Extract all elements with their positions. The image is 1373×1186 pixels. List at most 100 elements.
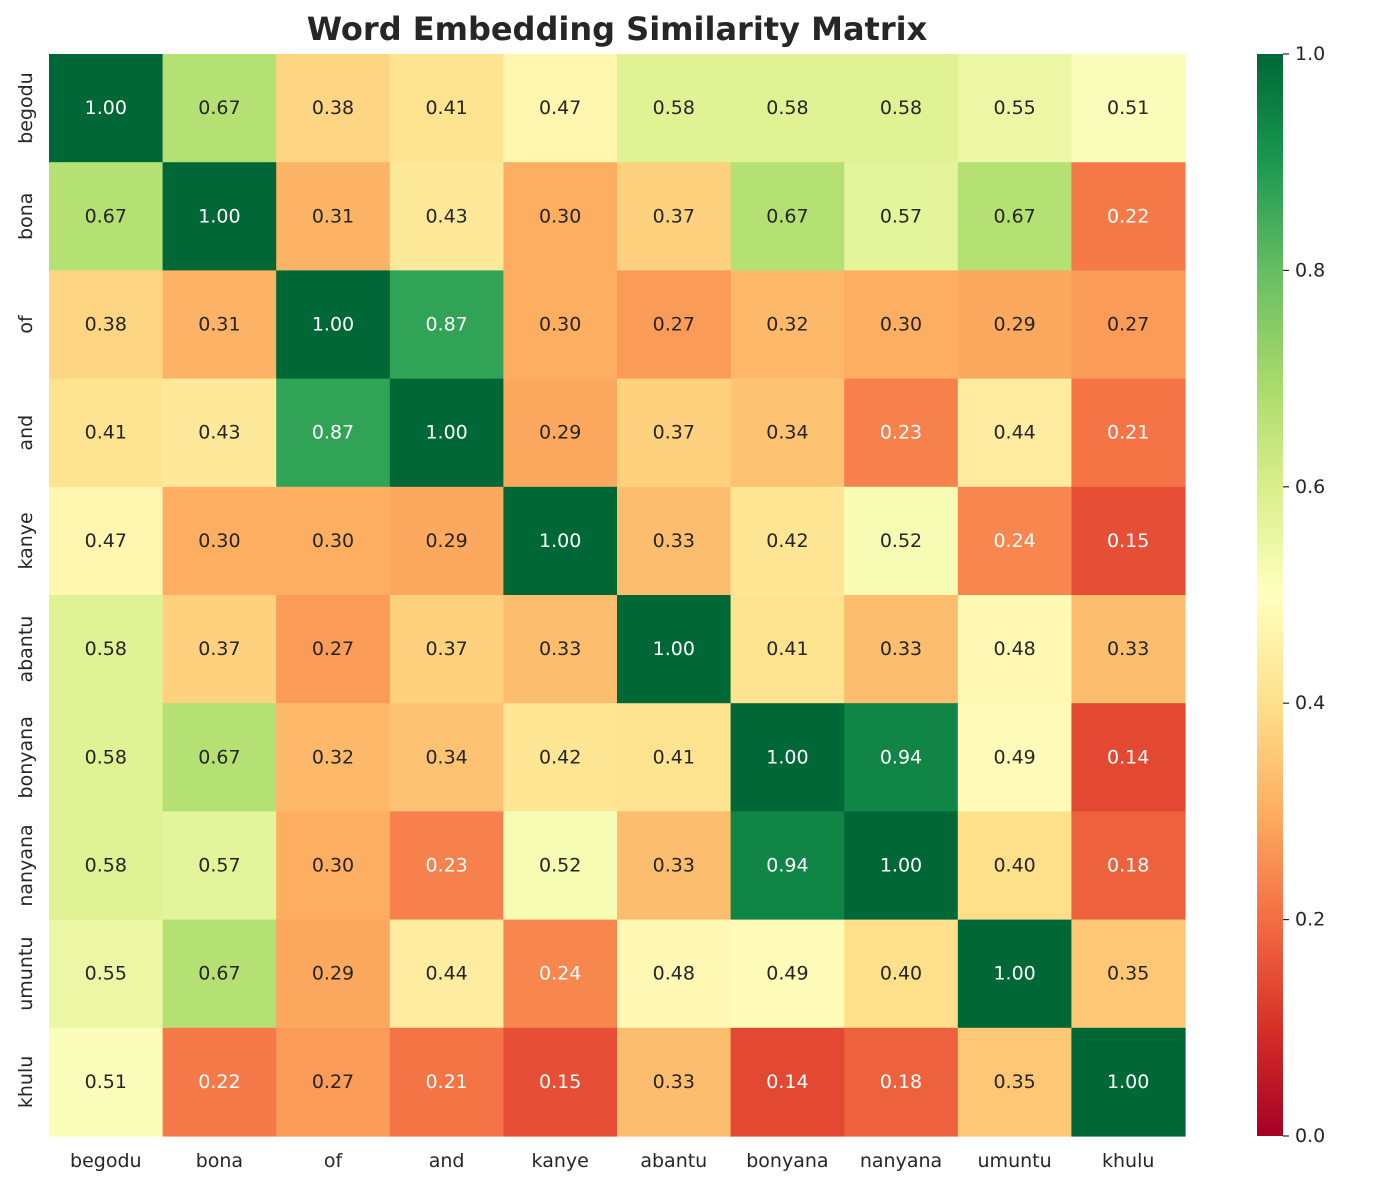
cell-value-label-of-of: 1.00: [312, 314, 354, 336]
cell-value-label-of-umuntu: 0.29: [993, 314, 1035, 336]
heatmap-cell-abantu-of: [276, 595, 391, 704]
cell-value-label-umuntu-abantu: 0.48: [653, 963, 695, 985]
chart-title: Word Embedding Similarity Matrix: [307, 10, 928, 48]
heatmap-cell-abantu-umuntu: [957, 595, 1072, 704]
heatmap-cell-kanye-kanye: [503, 486, 618, 596]
colorbar-tick-label-0.2: 0.2: [1295, 909, 1325, 931]
colorbar: 0.0 0.2 0.4 0.6 0.8 1.0: [1257, 43, 1325, 1147]
heatmap-cell-of-kanye: [503, 270, 618, 380]
cell-value-label-khulu-nanyana: 0.18: [880, 1071, 922, 1093]
x-tick-label-and: and: [429, 1150, 465, 1172]
cell-value-label-bonyana-begodu: 0.58: [85, 746, 127, 768]
heatmap-cell-umuntu-bona: [162, 919, 277, 1029]
cell-value-label-bona-begodu: 0.67: [85, 205, 127, 227]
heatmap-cell-of-umuntu: [957, 270, 1072, 380]
cell-value-label-bona-kanye: 0.30: [539, 205, 581, 227]
heatmap-cell-of-bona: [162, 270, 277, 380]
cell-value-label-khulu-bonyana: 0.14: [766, 1071, 808, 1093]
cell-value-label-of-and: 0.87: [425, 314, 467, 336]
heatmap-cell-bonyana-umuntu: [957, 703, 1072, 812]
heatmap-cell-and-abantu: [617, 378, 732, 488]
heatmap-cell-khulu-begodu: [49, 1027, 164, 1137]
heatmap-cell-bona-nanyana: [844, 162, 959, 271]
cell-value-label-begodu-of: 0.38: [312, 97, 354, 119]
cell-value-label-khulu-of: 0.27: [312, 1071, 354, 1093]
heatmap-cell-and-of: [276, 378, 391, 488]
cell-value-label-kanye-umuntu: 0.24: [993, 530, 1035, 552]
heatmap-cell-begodu-umuntu: [957, 54, 1072, 163]
cell-value-label-bonyana-umuntu: 0.49: [993, 746, 1035, 768]
x-tick-label-bonyana: bonyana: [746, 1150, 828, 1172]
heatmap-cell-nanyana-kanye: [503, 811, 618, 921]
cell-value-label-nanyana-nanyana: 1.00: [880, 855, 922, 877]
cell-value-label-kanye-kanye: 1.00: [539, 530, 581, 552]
heatmap-cell-of-bonyana: [730, 270, 845, 380]
cell-value-label-bona-nanyana: 0.57: [880, 205, 922, 227]
cell-value-label-khulu-bona: 0.22: [198, 1071, 240, 1093]
heatmap-cell-bona-abantu: [617, 162, 732, 271]
heatmap-cell-abantu-nanyana: [844, 595, 959, 704]
cell-value-label-bona-of: 0.31: [312, 205, 354, 227]
y-tick-label-and: and: [15, 415, 37, 451]
cell-value-label-begodu-begodu: 1.00: [85, 97, 127, 119]
cell-value-label-abantu-bona: 0.37: [198, 638, 240, 660]
cell-value-label-bonyana-bona: 0.67: [198, 746, 240, 768]
cell-value-label-nanyana-bona: 0.57: [198, 855, 240, 877]
cell-value-label-begodu-abantu: 0.58: [653, 97, 695, 119]
cell-value-label-kanye-begodu: 0.47: [85, 530, 127, 552]
cell-value-label-and-nanyana: 0.23: [880, 422, 922, 444]
heatmap-cell-umuntu-and: [389, 919, 504, 1029]
x-tick-label-bona: bona: [196, 1150, 243, 1172]
heatmap-cells: [49, 54, 1186, 1137]
heatmap-cell-bona-and: [389, 162, 504, 271]
cell-value-label-umuntu-umuntu: 1.00: [993, 963, 1035, 985]
heatmap-cell-kanye-abantu: [617, 486, 732, 596]
cell-value-label-abantu-khulu: 0.33: [1107, 638, 1149, 660]
cell-value-label-begodu-bona: 0.67: [198, 97, 240, 119]
heatmap-cell-nanyana-khulu: [1071, 811, 1186, 921]
heatmap-cell-bona-bonyana: [730, 162, 845, 271]
cell-value-label-bonyana-of: 0.32: [312, 746, 354, 768]
heatmap-cell-khulu-of: [276, 1027, 391, 1137]
cell-value-label-umuntu-kanye: 0.24: [539, 963, 581, 985]
cell-value-label-abantu-bonyana: 0.41: [766, 638, 808, 660]
cell-value-label-khulu-abantu: 0.33: [653, 1071, 695, 1093]
cell-value-label-nanyana-abantu: 0.33: [653, 855, 695, 877]
heatmap-cell-khulu-kanye: [503, 1027, 618, 1137]
cell-value-label-kanye-khulu: 0.15: [1107, 530, 1149, 552]
heatmap-cell-labels: 1.00 0.67 0.38 0.41 0.47 0.58 0.58 0.58 0.55 0.51…: [85, 97, 1150, 1093]
x-tick-label-abantu: abantu: [640, 1150, 707, 1172]
heatmap-cell-kanye-bonyana: [730, 486, 845, 596]
heatmap-cell-khulu-nanyana: [844, 1027, 959, 1137]
heatmap-cell-bonyana-bonyana: [730, 703, 845, 812]
cell-value-label-bona-bona: 1.00: [198, 205, 240, 227]
cell-value-label-and-bonyana: 0.34: [766, 422, 808, 444]
cell-value-label-begodu-khulu: 0.51: [1107, 97, 1149, 119]
heatmap-cell-bonyana-khulu: [1071, 703, 1186, 812]
x-tick-label-of: of: [324, 1150, 344, 1172]
heatmap-cell-bona-of: [276, 162, 391, 271]
cell-value-label-abantu-begodu: 0.58: [85, 638, 127, 660]
cell-value-label-bona-and: 0.43: [425, 205, 467, 227]
colorbar-tick-label-0.6: 0.6: [1295, 476, 1325, 498]
heatmap-cell-of-of: [276, 270, 391, 380]
cell-value-label-begodu-and: 0.41: [425, 97, 467, 119]
heatmap-cell-begodu-khulu: [1071, 54, 1186, 163]
heatmap-cell-bonyana-kanye: [503, 703, 618, 812]
heatmap-cell-umuntu-khulu: [1071, 919, 1186, 1029]
cell-value-label-khulu-umuntu: 0.35: [993, 1071, 1035, 1093]
x-tick-label-umuntu: umuntu: [978, 1150, 1052, 1172]
cell-value-label-bonyana-khulu: 0.14: [1107, 746, 1149, 768]
heatmap-cell-abantu-bona: [162, 595, 277, 704]
heatmap-cell-and-bona: [162, 378, 277, 488]
cell-value-label-begodu-kanye: 0.47: [539, 97, 581, 119]
cell-value-label-kanye-nanyana: 0.52: [880, 530, 922, 552]
y-tick-label-abantu: abantu: [15, 616, 37, 683]
heatmap-cell-umuntu-begodu: [49, 919, 164, 1029]
cell-value-label-kanye-bona: 0.30: [198, 530, 240, 552]
cell-value-label-bonyana-and: 0.34: [425, 746, 467, 768]
heatmap-cell-nanyana-begodu: [49, 811, 164, 921]
heatmap-cell-abantu-kanye: [503, 595, 618, 704]
cell-value-label-and-khulu: 0.21: [1107, 422, 1149, 444]
heatmap-cell-bona-umuntu: [957, 162, 1072, 271]
